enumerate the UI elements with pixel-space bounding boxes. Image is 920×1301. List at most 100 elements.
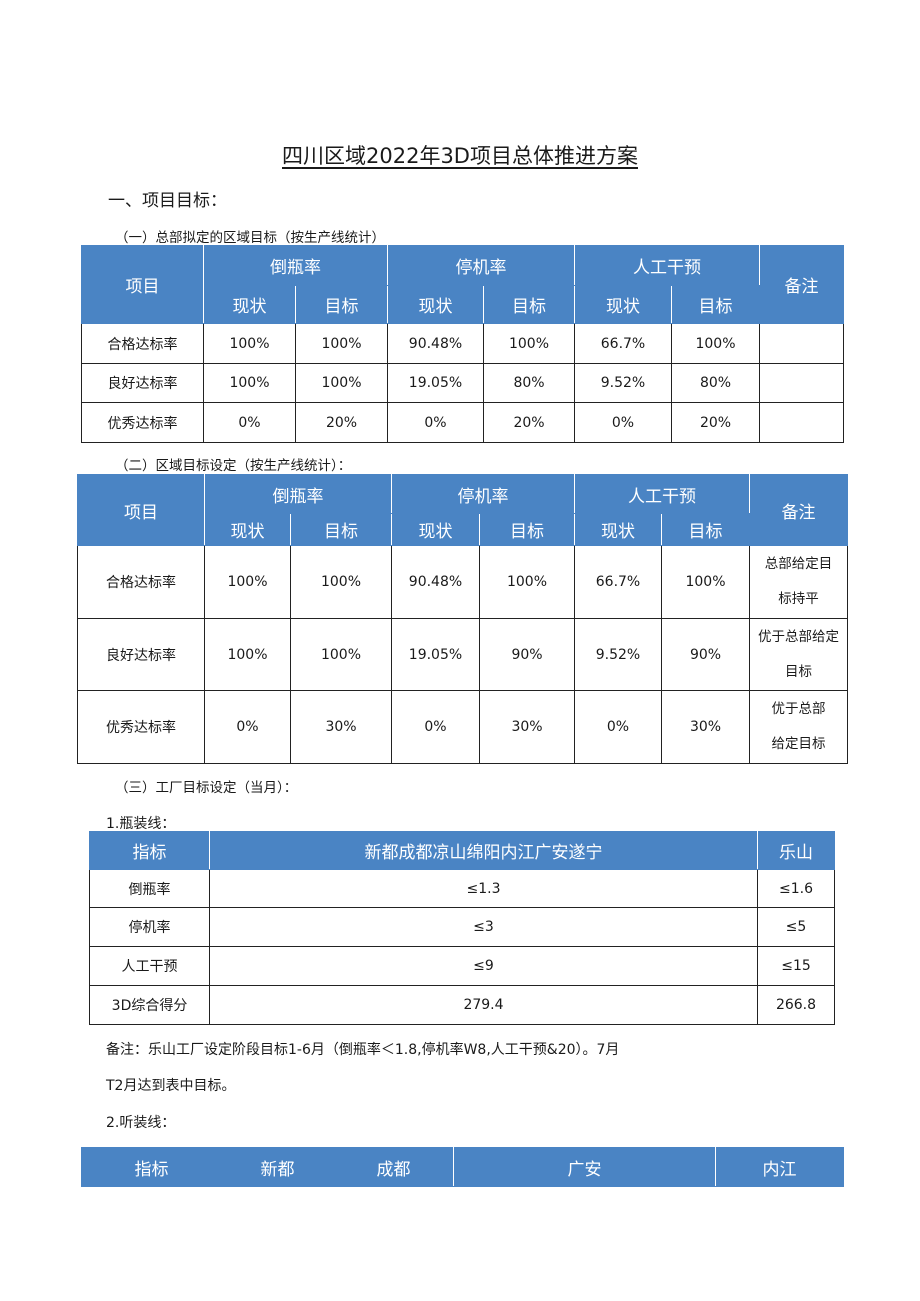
- row-label: 良好达标率: [81, 363, 204, 403]
- row-label: 合格达标率: [77, 545, 205, 619]
- cell: 100%: [290, 618, 392, 691]
- cell: 90.48%: [387, 323, 484, 364]
- header-xindu: 新都: [221, 1147, 334, 1187]
- remark-line: 目标: [785, 663, 812, 680]
- remark-line: 给定目标: [771, 736, 826, 752]
- cell: 100%: [290, 545, 392, 619]
- header-manual-intervention: 人工干预: [574, 245, 760, 286]
- header-target: 目标: [483, 285, 575, 324]
- remark-line: 优于总部: [771, 701, 826, 717]
- header-manual-intervention: 人工干预: [574, 474, 750, 514]
- remark-cell: [759, 402, 844, 443]
- bottle-line-heading: 1.瓶装线：: [106, 816, 176, 832]
- header-downtime-rate: 停机率: [387, 245, 575, 286]
- row-label: 3D综合得分: [89, 985, 210, 1025]
- remark-cell: 优于总部给定 目标: [749, 618, 848, 691]
- section-heading-goals: 一、项目目标：: [108, 191, 227, 211]
- can-line-heading: 2.听装线：: [106, 1115, 176, 1131]
- header-downtime-rate: 停机率: [391, 474, 575, 514]
- header-current: 现状: [574, 513, 662, 546]
- cell: 100%: [661, 545, 750, 619]
- cell: ≤9: [209, 946, 758, 986]
- row-label: 人工干预: [89, 946, 210, 986]
- cell: 90%: [479, 618, 575, 691]
- row-label: 倒瓶率: [89, 869, 210, 908]
- cell: 9.52%: [574, 363, 672, 403]
- header-target: 目标: [290, 513, 392, 546]
- cell: 20%: [671, 402, 760, 443]
- remark-note-line1: 备注：乐山工厂设定阶段目标1-6月（倒瓶率＜1.8,停机率W8,人工干预&20）…: [106, 1042, 620, 1058]
- row-label: 良好达标率: [77, 618, 205, 691]
- cell: ≤3: [209, 907, 758, 947]
- cell: 0%: [387, 402, 484, 443]
- cell: 100%: [671, 323, 760, 364]
- cell: 100%: [203, 323, 296, 364]
- header-bottle-fall-rate: 倒瓶率: [204, 474, 392, 514]
- cell: 80%: [483, 363, 575, 403]
- table-hq-targets: 项目 倒瓶率 停机率 人工干预 备注 现状 目标 现状 目标 现状 目标 合格达…: [81, 245, 844, 443]
- cell: 9.52%: [574, 618, 662, 691]
- cell: 100%: [295, 323, 388, 364]
- remark-cell: [759, 363, 844, 403]
- cell: 20%: [295, 402, 388, 443]
- cell: 19.05%: [391, 618, 480, 691]
- cell: 279.4: [209, 985, 758, 1025]
- remark-cell: 总部给定目 标持平: [749, 545, 848, 619]
- table-row: 合格达标率 100% 100% 90.48% 100% 66.7% 100% 总…: [77, 545, 848, 619]
- remark-note-line2: T2月达到表中目标。: [106, 1078, 236, 1094]
- cell: 100%: [204, 545, 291, 619]
- cell: 0%: [574, 402, 672, 443]
- cell: 30%: [290, 690, 392, 764]
- cell: 19.05%: [387, 363, 484, 403]
- header-current: 现状: [204, 513, 291, 546]
- header-current: 现状: [391, 513, 480, 546]
- row-label: 停机率: [89, 907, 210, 947]
- row-label: 优秀达标率: [81, 402, 204, 443]
- table-row: 优秀达标率 0% 20% 0% 20% 0% 20%: [81, 402, 844, 443]
- header-current: 现状: [203, 285, 296, 324]
- remark-line: 总部给定目: [764, 556, 833, 572]
- table-row: 人工干预 ≤9 ≤15: [89, 946, 835, 986]
- header-factory-group: 新都成都凉山绵阳内江广安遂宁: [209, 831, 758, 870]
- cell: ≤1.3: [209, 869, 758, 908]
- cell: 30%: [661, 690, 750, 764]
- cell: 66.7%: [574, 323, 672, 364]
- cell: 100%: [295, 363, 388, 403]
- header-leshan: 乐山: [757, 831, 835, 870]
- header-metric: 指标: [89, 831, 210, 870]
- remark-cell: 优于总部 给定目标: [749, 690, 848, 764]
- row-label: 合格达标率: [81, 323, 204, 364]
- cell: 30%: [479, 690, 575, 764]
- cell: 0%: [203, 402, 296, 443]
- header-item: 项目: [81, 245, 204, 324]
- cell: 80%: [671, 363, 760, 403]
- cell: 20%: [483, 402, 575, 443]
- header-target: 目标: [671, 285, 760, 324]
- remark-line: 标持平: [778, 591, 819, 607]
- table1-caption: （一）总部拟定的区域目标（按生产线统计）: [115, 230, 385, 246]
- table-row: 良好达标率 100% 100% 19.05% 90% 9.52% 90% 优于总…: [77, 618, 848, 691]
- header-target: 目标: [479, 513, 575, 546]
- header-current: 现状: [574, 285, 672, 324]
- header-target: 目标: [295, 285, 388, 324]
- cell: 0%: [574, 690, 662, 764]
- table3-caption: （三）工厂目标设定（当月）：: [115, 780, 298, 796]
- cell: 0%: [391, 690, 480, 764]
- header-guangan: 广安: [453, 1147, 716, 1187]
- table-row: 倒瓶率 ≤1.3 ≤1.6: [89, 869, 835, 908]
- table-row: 合格达标率 100% 100% 90.48% 100% 66.7% 100%: [81, 323, 844, 364]
- row-label: 优秀达标率: [77, 690, 205, 764]
- remark-line: 优于总部给定: [758, 628, 839, 645]
- header-target: 目标: [661, 513, 750, 546]
- header-item: 项目: [77, 474, 205, 546]
- table-row: 3D综合得分 279.4 266.8: [89, 985, 835, 1025]
- table-row: 停机率 ≤3 ≤5: [89, 907, 835, 947]
- table-factory-can-line: 指标 新都 成都 广安 内江: [81, 1147, 844, 1187]
- cell: 100%: [203, 363, 296, 403]
- page-title: 四川区域2022年3D项目总体推进方案: [282, 144, 638, 168]
- table-row: 优秀达标率 0% 30% 0% 30% 0% 30% 优于总部 给定目标: [77, 690, 848, 764]
- table-region-targets: 项目 倒瓶率 停机率 人工干预 备注 现状 目标 现状 目标 现状 目标 合格达…: [77, 474, 848, 764]
- cell: 90.48%: [391, 545, 480, 619]
- cell: 66.7%: [574, 545, 662, 619]
- cell: 100%: [483, 323, 575, 364]
